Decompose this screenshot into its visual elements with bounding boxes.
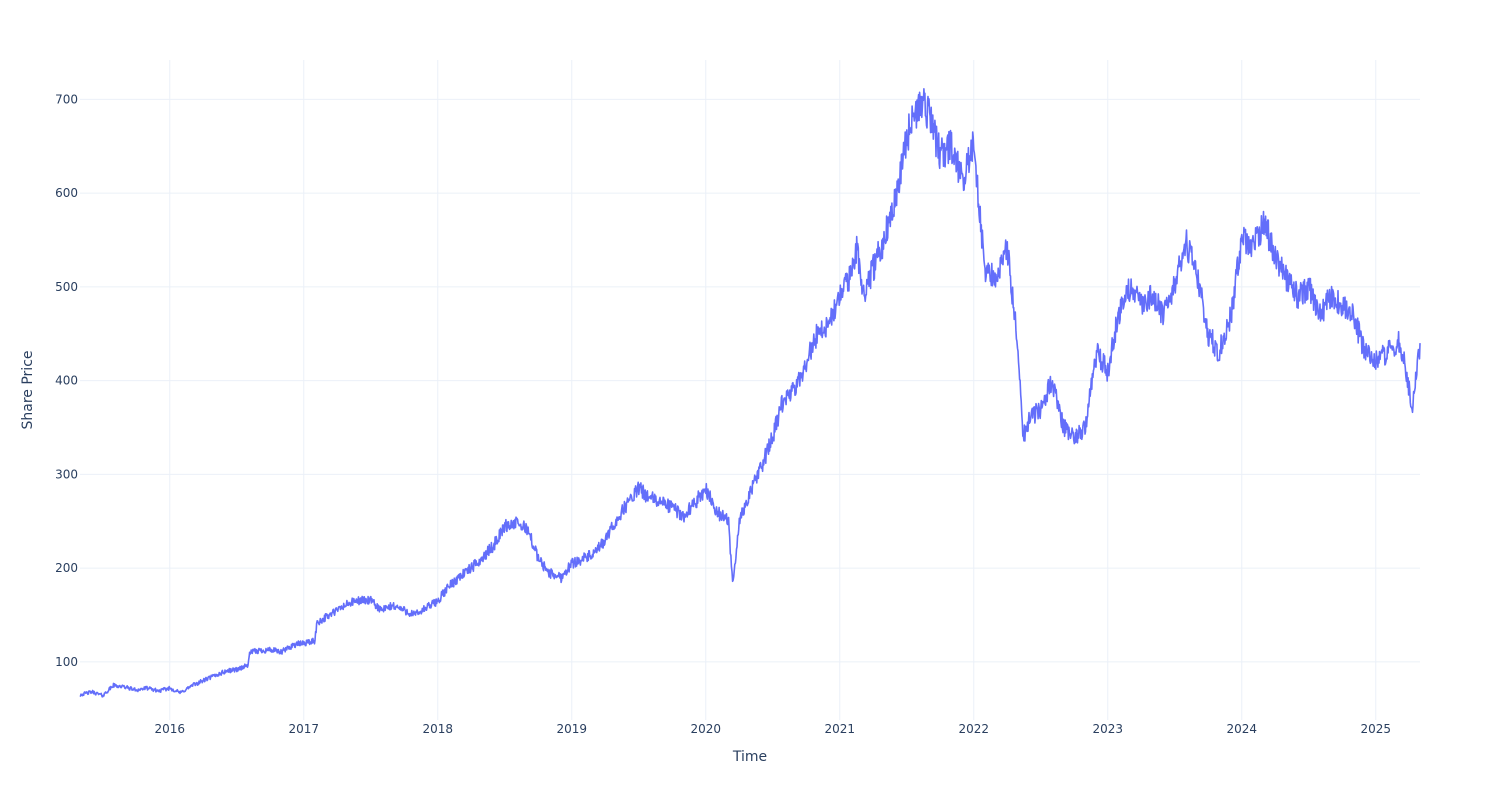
y-tick-label: 300 — [55, 467, 78, 481]
y-axis-title: Share Price — [20, 350, 36, 429]
x-tick-label: 2017 — [289, 722, 320, 736]
y-tick-label: 500 — [55, 280, 78, 294]
x-tick-label: 2024 — [1227, 722, 1258, 736]
y-tick-label: 200 — [55, 561, 78, 575]
y-tick-labels: 100 200 300 400 500 600 700 — [55, 92, 78, 669]
y-tick-label: 600 — [55, 186, 78, 200]
price-series-line — [79, 88, 1421, 698]
y-tick-label: 100 — [55, 655, 78, 669]
x-tick-label: 2023 — [1093, 722, 1124, 736]
x-tick-label: 2020 — [691, 722, 722, 736]
y-tick-label: 700 — [55, 92, 78, 106]
x-tick-label: 2018 — [423, 722, 454, 736]
x-tick-label: 2021 — [825, 722, 856, 736]
x-axis-title: Time — [732, 749, 767, 765]
y-gridlines — [80, 98, 1420, 663]
x-tick-label: 2022 — [959, 722, 990, 736]
x-gridlines — [169, 60, 1377, 720]
x-tick-label: 2025 — [1361, 722, 1392, 736]
series-layer — [79, 88, 1421, 698]
x-tick-labels: 2016 2017 2018 2019 2020 2021 2022 2023 2024 2025 — [155, 722, 1392, 736]
x-tick-label: 2016 — [155, 722, 186, 736]
y-tick-label: 400 — [55, 374, 78, 388]
x-tick-label: 2019 — [557, 722, 588, 736]
